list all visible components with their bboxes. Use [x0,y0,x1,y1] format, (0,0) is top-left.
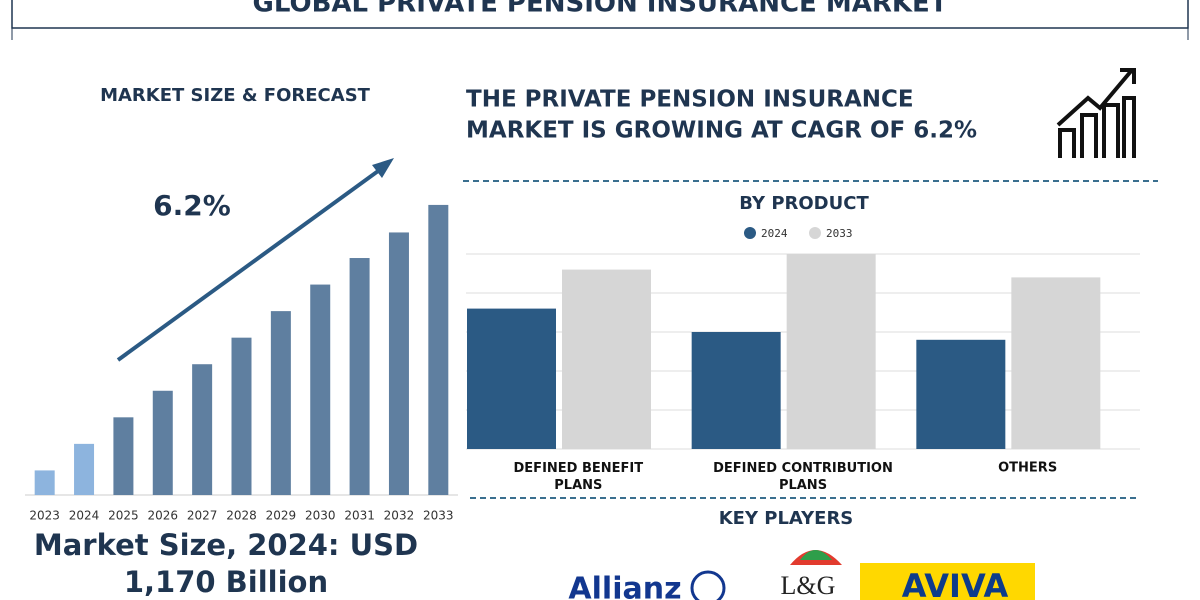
x-tick-label: 2025 [108,509,139,523]
bar [270,311,291,495]
bar [467,308,556,449]
bar [691,332,781,449]
bar [231,337,252,495]
x-tick-label: 2023 [29,509,60,523]
chart-title: MARKET SIZE & FORECAST [100,85,371,106]
bar [786,254,876,449]
bar [562,269,651,449]
logo-lg: L&G [781,571,836,600]
x-tick-label: 2033 [423,509,454,523]
bar [349,258,370,495]
x-tick-label: 2028 [226,509,257,523]
x-tick-label: 2027 [187,509,218,523]
x-tick-label: OTHERS [998,461,1057,476]
x-tick-label: DEFINED CONTRIBUTION PLANS [713,461,893,493]
legend-swatch [744,227,756,239]
x-tick-label: 2029 [266,509,297,523]
x-tick-label: 2024 [69,509,100,523]
chart-title: BY PRODUCT [739,193,869,214]
bar [152,390,173,495]
logo-aviva: AVIVA [902,567,1009,600]
arrow-head [372,158,394,178]
bar [74,443,95,495]
title-box [11,0,1189,29]
headline: MARKET IS GROWING AT CAGR OF 6.2% [466,118,977,144]
market-size: Market Size, 2024: USD [34,528,418,562]
page-title: GLOBAL PRIVATE PENSION INSURANCE MARKET [252,0,947,19]
bar [1011,277,1101,449]
growth-icon [1056,68,1136,158]
bar [192,364,213,495]
legend-label: 2033 [826,227,853,240]
legend-swatch [809,227,821,239]
x-tick-label: 2030 [305,509,336,523]
headline: THE PRIVATE PENSION INSURANCE [466,87,914,113]
legend-label: 2024 [761,227,788,240]
logo-allianz: Allianz [568,572,681,600]
x-tick-label: DEFINED BENEFIT PLANS [514,461,644,493]
bar [34,470,55,495]
trend-arrow [116,164,387,362]
annotation: 6.2% [153,189,231,222]
umbrella [800,550,832,560]
section-title: KEY PLAYERS [719,508,854,529]
bar [113,417,134,495]
x-tick-label: 2031 [344,509,375,523]
bar [310,284,331,495]
logo-box [860,563,1035,600]
bar [428,204,449,495]
logo-mark [690,570,726,600]
bar [916,339,1006,449]
bar [388,232,409,495]
x-tick-label: 2026 [147,509,178,523]
market-size: 1,170 Billion [124,565,328,599]
x-tick-label: 2032 [384,509,415,523]
